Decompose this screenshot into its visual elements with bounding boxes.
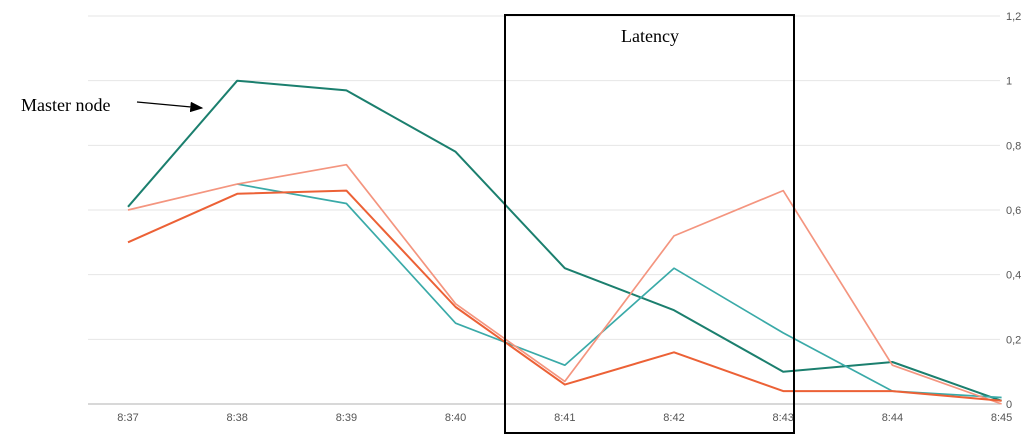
series-line-1: [127, 79, 1002, 402]
master-node-label: Master node: [21, 95, 110, 115]
y-tick-label: 1,2: [1006, 11, 1021, 23]
x-tick-label: 8:41: [554, 412, 575, 424]
grid-lines: [88, 15, 1000, 405]
x-tick-label: 8:38: [226, 412, 247, 424]
x-tick-label: 8:40: [445, 412, 466, 424]
x-tick-label: 8:45: [991, 412, 1012, 424]
x-axis-ticks: 8:37 8:38 8:39 8:40 8:41 8:42 8:43 8:44 8:45: [117, 412, 1012, 424]
series-line-2: [237, 183, 1002, 399]
y-tick-label: 0,6: [1006, 205, 1021, 217]
x-tick-label: 8:37: [117, 412, 138, 424]
x-tick-label: 8:43: [772, 412, 793, 424]
x-tick-label: 8:44: [882, 412, 903, 424]
series-line-3: [127, 163, 1002, 405]
latency-box: [504, 14, 795, 434]
master-node-arrow: [136, 101, 204, 113]
y-tick-label: 0,4: [1006, 270, 1021, 282]
y-tick-label: 0,2: [1006, 334, 1021, 346]
y-tick-label: 1: [1006, 76, 1012, 88]
series-line-4: [127, 189, 1002, 402]
y-tick-label: 0,8: [1006, 140, 1021, 152]
x-tick-label: 8:39: [336, 412, 357, 424]
series-lines: [127, 79, 1002, 405]
latency-label: Latency: [621, 26, 679, 46]
y-tick-label: 0: [1006, 399, 1012, 411]
y-axis-ticks: 0 0,2 0,4 0,6 0,8 1 1,2: [1006, 11, 1021, 411]
x-tick-label: 8:42: [663, 412, 684, 424]
